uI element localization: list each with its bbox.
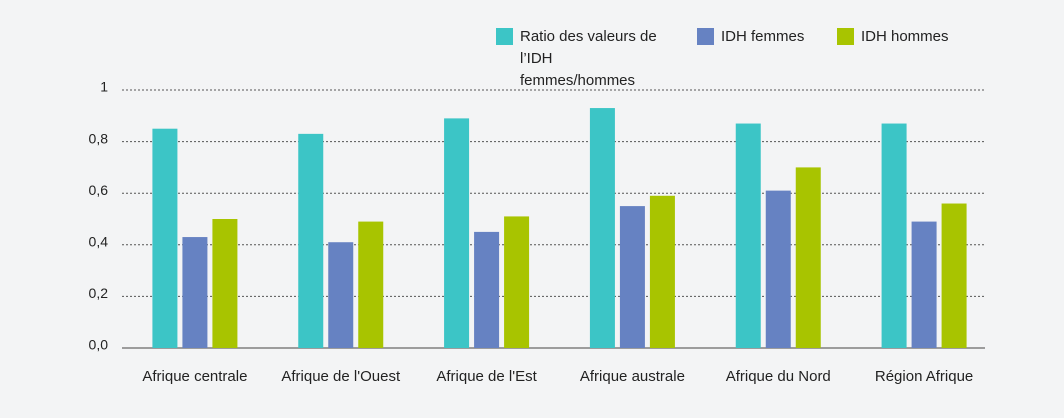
legend-item: Ratio des valeurs de l’IDH femmes/hommes	[496, 26, 676, 92]
legend-swatch	[697, 28, 714, 45]
y-tick-label: 0,0	[89, 337, 109, 353]
y-tick-label: 0,2	[89, 285, 109, 301]
bar	[358, 221, 384, 348]
y-tick-label: 0,4	[89, 234, 109, 250]
bar	[212, 219, 238, 348]
bar	[474, 231, 500, 348]
bar	[765, 190, 791, 348]
x-tick-label: Afrique centrale	[142, 368, 247, 385]
x-tick-label: Afrique de l'Est	[436, 368, 537, 385]
bar	[152, 128, 178, 348]
bar	[881, 123, 907, 348]
legend-item: IDH femmes	[697, 26, 827, 48]
legend-item: IDH hommes	[837, 26, 977, 48]
legend-label: IDH femmes	[721, 28, 805, 45]
x-tick-label: Afrique de l'Ouest	[281, 368, 401, 385]
bar	[504, 216, 530, 348]
legend-swatch	[837, 28, 854, 45]
legend-label: IDH hommes	[861, 28, 949, 45]
bar	[298, 133, 324, 348]
legend-label: Ratio des valeurs de l’IDH femmes/hommes	[520, 28, 657, 89]
bar	[941, 203, 967, 348]
legend-swatch	[496, 28, 513, 45]
bar	[182, 237, 208, 348]
x-tick-label: Région Afrique	[875, 368, 973, 385]
bar	[589, 108, 615, 348]
y-tick-label: 0,8	[89, 130, 109, 146]
bar	[328, 242, 354, 348]
bar	[795, 167, 821, 348]
bar	[444, 118, 470, 348]
x-tick-label: Afrique du Nord	[726, 368, 831, 385]
x-tick-label: Afrique australe	[580, 368, 685, 385]
bar	[649, 195, 675, 348]
bar	[619, 206, 645, 348]
y-tick-label: 0,6	[89, 182, 109, 198]
y-tick-label: 1	[100, 79, 108, 95]
bar	[735, 123, 761, 348]
bar	[911, 221, 937, 348]
